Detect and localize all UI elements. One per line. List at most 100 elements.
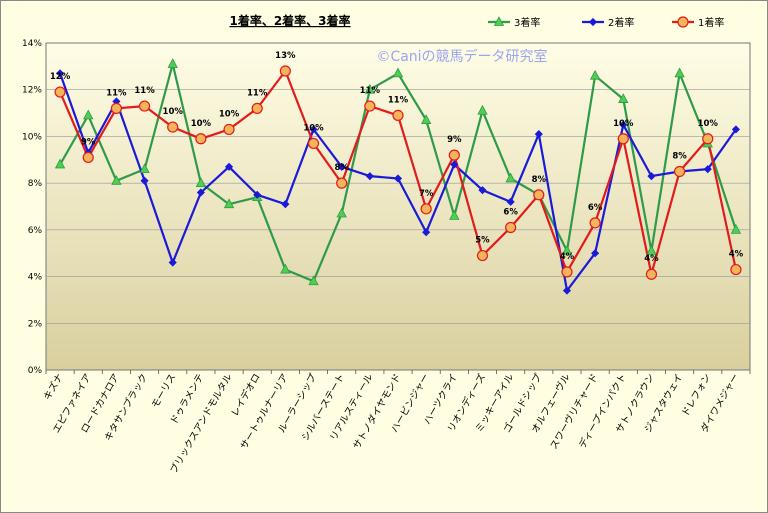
data-point: [365, 172, 374, 181]
data-point: [505, 172, 516, 183]
data-label: 5%: [475, 236, 490, 246]
data-point: [505, 221, 517, 234]
data-point: [223, 198, 235, 209]
data-point: [506, 197, 515, 206]
data-point: [561, 266, 573, 278]
data-point: [493, 16, 505, 26]
chart-watermark: ©Caniの競馬データ研究室: [376, 48, 547, 65]
data-label: 10%: [163, 107, 184, 117]
data-point: [195, 177, 207, 188]
data-point: [589, 69, 601, 80]
data-point: [54, 158, 66, 169]
data-point: [589, 217, 601, 229]
data-label: 6%: [503, 208, 518, 218]
data-point: [477, 104, 488, 115]
data-point: [534, 130, 543, 139]
data-label: 11%: [134, 86, 155, 96]
data-label: 11%: [106, 88, 127, 98]
data-label: 10%: [613, 119, 634, 129]
data-point: [280, 263, 291, 274]
data-label: 12%: [50, 72, 71, 82]
data-point: [140, 176, 149, 185]
data-point: [476, 249, 489, 262]
data-label: 10%: [191, 119, 212, 129]
data-point: [393, 174, 403, 183]
data-point: [392, 109, 404, 122]
data-label: 11%: [360, 86, 381, 96]
data-point: [54, 86, 66, 98]
data-label: 8%: [672, 151, 687, 161]
data-point: [730, 224, 742, 234]
data-point: [730, 263, 742, 276]
data-point: [223, 123, 235, 136]
y-tick-label: 0%: [28, 366, 43, 376]
data-label: 10%: [303, 123, 324, 133]
data-point: [591, 249, 600, 258]
data-label: 9%: [447, 135, 462, 145]
x-category-label: キズナ: [41, 372, 66, 403]
data-point: [646, 245, 657, 255]
data-point: [561, 245, 573, 255]
data-point: [618, 93, 629, 103]
data-label: 4%: [729, 250, 744, 260]
legend-label: 2着率: [608, 16, 634, 29]
chart-title: 1着率、2着率、3着率: [229, 13, 350, 28]
data-point: [533, 189, 545, 201]
data-point: [364, 100, 376, 112]
data-point: [420, 203, 432, 215]
x-category-label: モーリス: [150, 372, 179, 410]
data-point: [448, 149, 460, 161]
data-point: [478, 186, 487, 195]
data-point: [224, 162, 234, 171]
data-point: [83, 109, 94, 120]
data-point: [111, 174, 122, 185]
data-point: [279, 65, 291, 77]
data-point: [110, 102, 123, 115]
data-point: [196, 188, 205, 197]
data-point: [251, 102, 263, 115]
data-point: [281, 200, 290, 209]
data-label: 9%: [81, 137, 96, 147]
data-point: [677, 16, 689, 28]
data-point: [337, 162, 346, 171]
data-point: [82, 151, 94, 164]
y-tick-label: 14%: [22, 39, 42, 49]
data-point: [703, 165, 712, 174]
y-tick-label: 8%: [28, 179, 43, 189]
data-point: [420, 114, 432, 124]
data-label: 4%: [560, 252, 575, 262]
data-point: [449, 209, 460, 220]
data-label: 8%: [532, 175, 547, 185]
y-tick-label: 2%: [28, 319, 43, 329]
data-point: [167, 58, 178, 68]
data-point: [195, 133, 207, 145]
data-point: [364, 83, 376, 94]
data-point: [309, 125, 318, 134]
data-label: 4%: [644, 254, 659, 264]
data-label: 7%: [419, 189, 434, 199]
y-tick-label: 12%: [22, 86, 42, 96]
data-point: [336, 207, 347, 218]
data-point: [588, 17, 598, 27]
data-point: [392, 67, 404, 78]
data-point: [673, 165, 686, 178]
data-point: [308, 275, 319, 286]
legend-label: 1着率: [698, 16, 724, 29]
data-label: 10%: [698, 119, 719, 129]
data-label: 6%: [588, 203, 603, 213]
data-point: [647, 172, 656, 181]
data-point: [167, 121, 179, 133]
data-point: [336, 177, 348, 189]
data-point: [138, 100, 151, 112]
data-point: [56, 69, 65, 78]
legend-label: 3着率: [514, 16, 540, 29]
data-point: [450, 160, 459, 169]
data-point: [674, 67, 685, 78]
data-point: [617, 133, 629, 145]
y-tick-label: 4%: [28, 273, 43, 283]
data-point: [619, 120, 628, 129]
data-point: [139, 163, 150, 174]
data-point: [562, 286, 572, 295]
data-label: 13%: [275, 51, 296, 61]
